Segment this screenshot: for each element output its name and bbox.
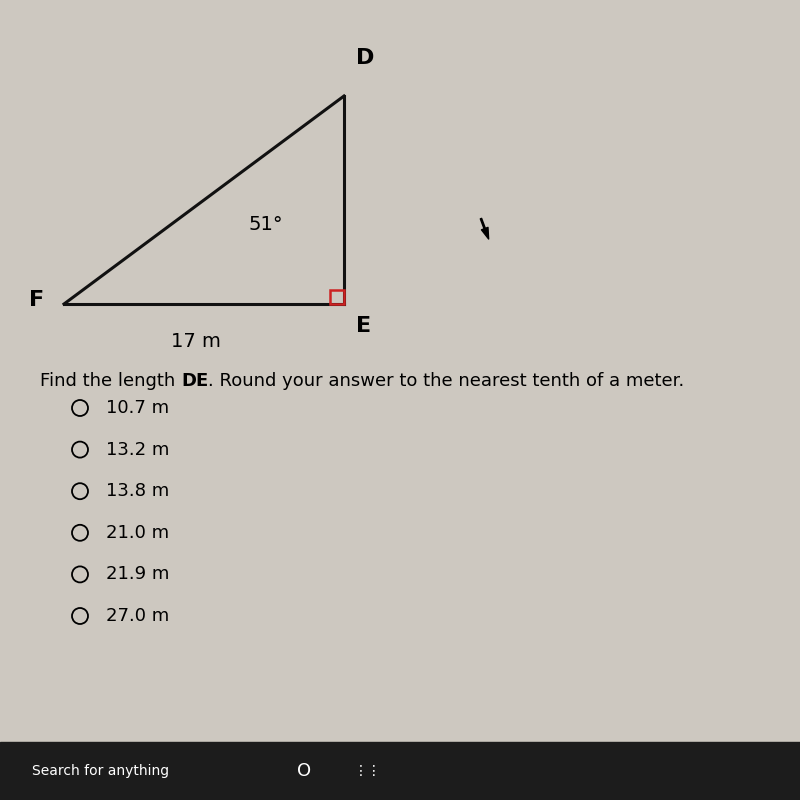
Text: 27.0 m: 27.0 m [106,607,169,625]
Text: D: D [356,48,374,68]
Text: 21.0 m: 21.0 m [106,524,169,542]
Text: 13.2 m: 13.2 m [106,441,169,458]
Text: Search for anything: Search for anything [32,764,169,778]
Text: 13.8 m: 13.8 m [106,482,169,500]
Text: 17 m: 17 m [171,332,221,351]
Text: F: F [29,290,44,310]
Text: Find the length: Find the length [40,372,181,390]
Text: O: O [297,762,311,780]
Text: 10.7 m: 10.7 m [106,399,169,417]
Text: . Round your answer to the nearest tenth of a meter.: . Round your answer to the nearest tenth… [208,372,685,390]
Text: 21.9 m: 21.9 m [106,566,169,583]
Text: 51°: 51° [248,214,282,234]
Text: ⋮⋮: ⋮⋮ [354,764,382,778]
Text: DE: DE [181,372,208,390]
Text: E: E [356,316,371,336]
